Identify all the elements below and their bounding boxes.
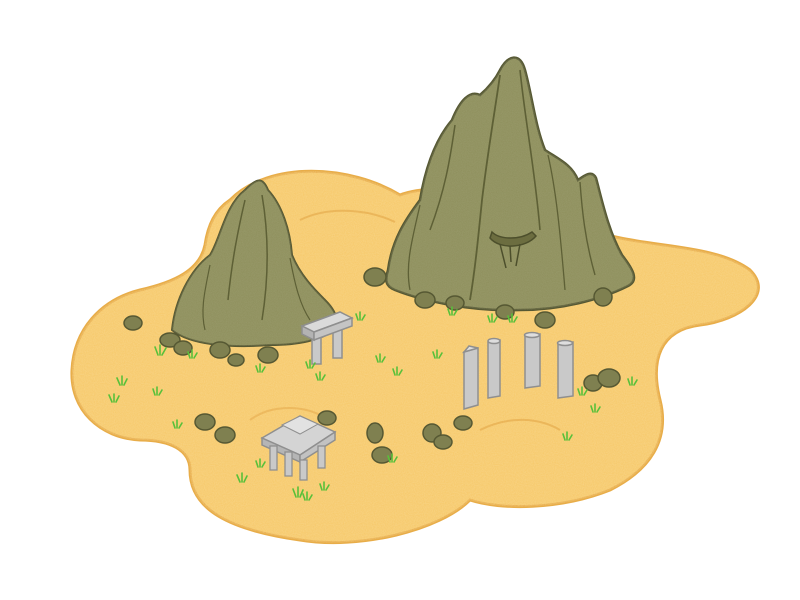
boulders — [123, 267, 621, 464]
large-mountain-icon[interactable] — [385, 56, 636, 312]
grass-tufts — [108, 306, 638, 501]
left-mountain-icon[interactable] — [170, 179, 338, 348]
small-temple-icon[interactable] — [260, 415, 337, 481]
stone-pillars-icon[interactable] — [461, 331, 574, 410]
cave-entrance-icon[interactable] — [489, 230, 538, 269]
stone-arch-icon[interactable] — [300, 311, 354, 365]
